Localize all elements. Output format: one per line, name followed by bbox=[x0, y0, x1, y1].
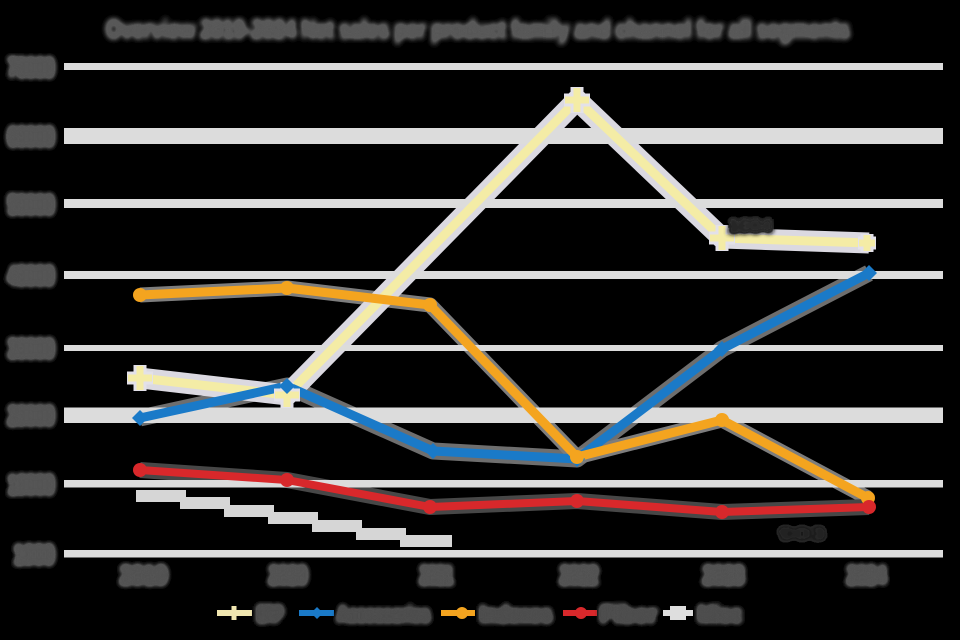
svg-text:Indexes: Indexes bbox=[480, 601, 552, 627]
svg-text:903: 903 bbox=[778, 524, 826, 544]
svg-text:ERP: ERP bbox=[257, 601, 283, 627]
svg-text:2024: 2024 bbox=[847, 560, 886, 590]
svg-text:2020: 2020 bbox=[269, 560, 307, 590]
svg-text:2021: 2021 bbox=[420, 560, 453, 590]
svg-text:2019: 2019 bbox=[120, 560, 167, 590]
svg-text:40000: 40000 bbox=[8, 260, 54, 291]
svg-text:Misc: Misc bbox=[698, 601, 742, 627]
svg-text:20000: 20000 bbox=[8, 400, 54, 431]
svg-text:50000: 50000 bbox=[8, 189, 54, 220]
svg-text:Overview 2019-2024 Net sales p: Overview 2019-2024 Net sales per product… bbox=[106, 14, 850, 44]
svg-text:10000: 10000 bbox=[8, 469, 54, 500]
svg-text:1000: 1000 bbox=[14, 539, 54, 570]
svg-text:2023: 2023 bbox=[703, 560, 744, 590]
svg-text:Accessories: Accessories bbox=[337, 601, 430, 627]
svg-text:60000: 60000 bbox=[8, 121, 54, 152]
svg-text:Fiber: Fiber bbox=[600, 601, 657, 627]
svg-text:1084: 1084 bbox=[728, 216, 772, 236]
svg-text:2022: 2022 bbox=[560, 560, 598, 590]
svg-text:30000: 30000 bbox=[8, 333, 54, 364]
svg-text:70000: 70000 bbox=[8, 52, 54, 83]
